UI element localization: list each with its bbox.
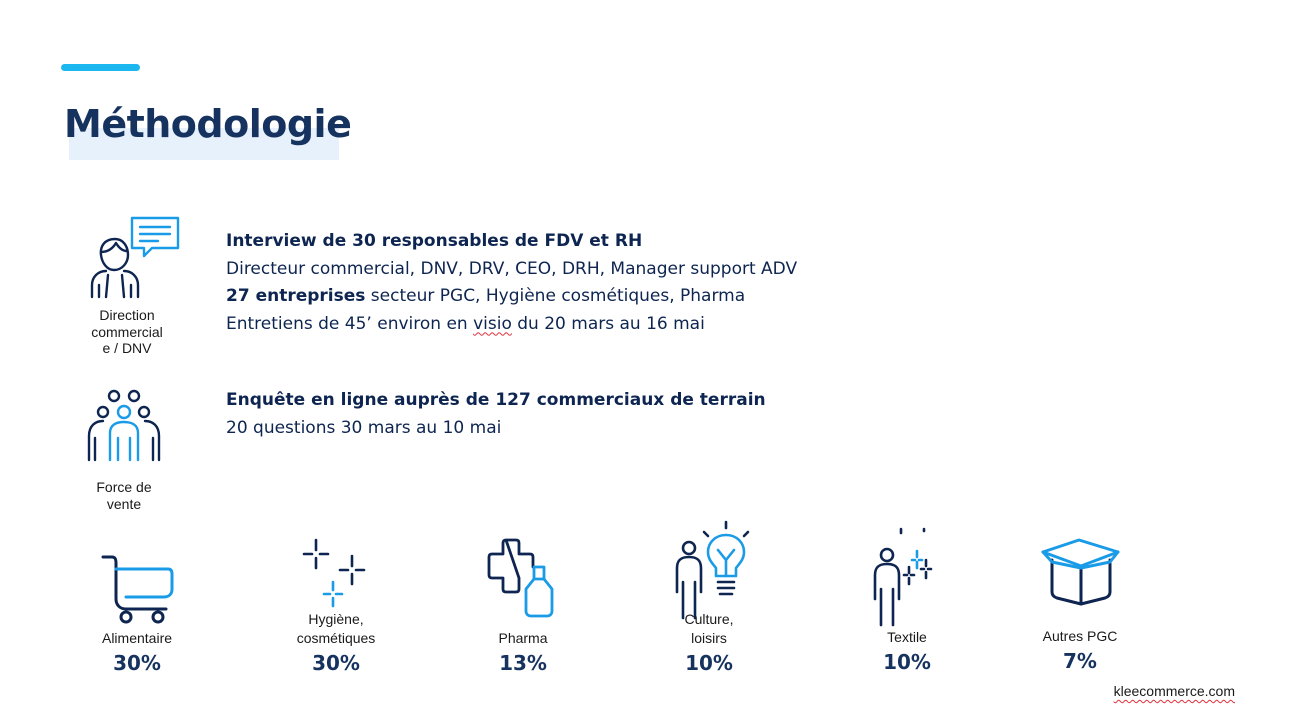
sector-hygiene: Hygiène, cosmétiques 30%: [266, 610, 406, 675]
sector-label: loisirs: [691, 630, 727, 646]
interviews-sessions: Entretiens de 45’ environ en visio du 20…: [226, 313, 705, 334]
sector-label: Culture,: [684, 611, 734, 627]
sector-autres-pgc: Autres PGC 7%: [1010, 627, 1150, 673]
survey-text: Enquête en ligne auprès de 127 commercia…: [226, 387, 766, 442]
accent-bar: [61, 64, 140, 71]
interviews-text: Interview de 30 responsables de FDV et R…: [226, 228, 797, 338]
survey-caption: Force de vente: [96, 479, 152, 512]
sector-label: Hygiène,: [308, 611, 364, 627]
sector-culture: Culture, loisirs 10%: [639, 610, 779, 675]
sector-percent: 10%: [883, 650, 931, 674]
sector-alimentaire: Alimentaire 30%: [67, 629, 207, 675]
sparkles-icon: [302, 538, 368, 614]
sector-pharma: Pharma 13%: [453, 629, 593, 675]
sector-label: Autres PGC: [1042, 628, 1118, 644]
interviews-roles: Directeur commercial, DNV, DRV, CEO, DRH…: [226, 258, 798, 279]
pharma-cross-bottle-icon: [486, 537, 558, 619]
person-lightbulb-icon: [670, 520, 756, 620]
sector-label: cosmétiques: [296, 630, 376, 646]
sector-percent: 13%: [499, 651, 547, 675]
open-box-icon: [1040, 538, 1122, 606]
person-sparkles-icon: [870, 527, 936, 627]
page-title: Méthodologie: [64, 102, 352, 146]
interviews-caption: Direction commercial e / DNV: [91, 307, 163, 356]
sector-label: Alimentaire: [101, 630, 173, 646]
sector-percent: 30%: [312, 651, 360, 675]
sector-label: Textile: [887, 629, 927, 645]
sales-team-icon: [84, 388, 164, 466]
sector-textile: Textile 10%: [837, 628, 977, 674]
title-highlight: [69, 128, 339, 160]
sector-percent: 30%: [113, 651, 161, 675]
sector-percent: 7%: [1063, 649, 1097, 673]
survey-headline: Enquête en ligne auprès de 127 commercia…: [226, 390, 766, 410]
interviews-companies: 27 entreprises secteur PGC, Hygiène cosm…: [226, 286, 746, 306]
sector-percent: 10%: [685, 651, 733, 675]
footer-website: kleecommerce.com: [1113, 683, 1235, 699]
sector-label: Pharma: [498, 630, 548, 646]
survey-details: 20 questions 30 mars au 10 mai: [226, 417, 502, 438]
shopping-cart-icon: [100, 553, 178, 625]
interviews-headline: Interview de 30 responsables de FDV et R…: [226, 231, 643, 251]
manager-speech-bubble-icon: [86, 215, 182, 301]
